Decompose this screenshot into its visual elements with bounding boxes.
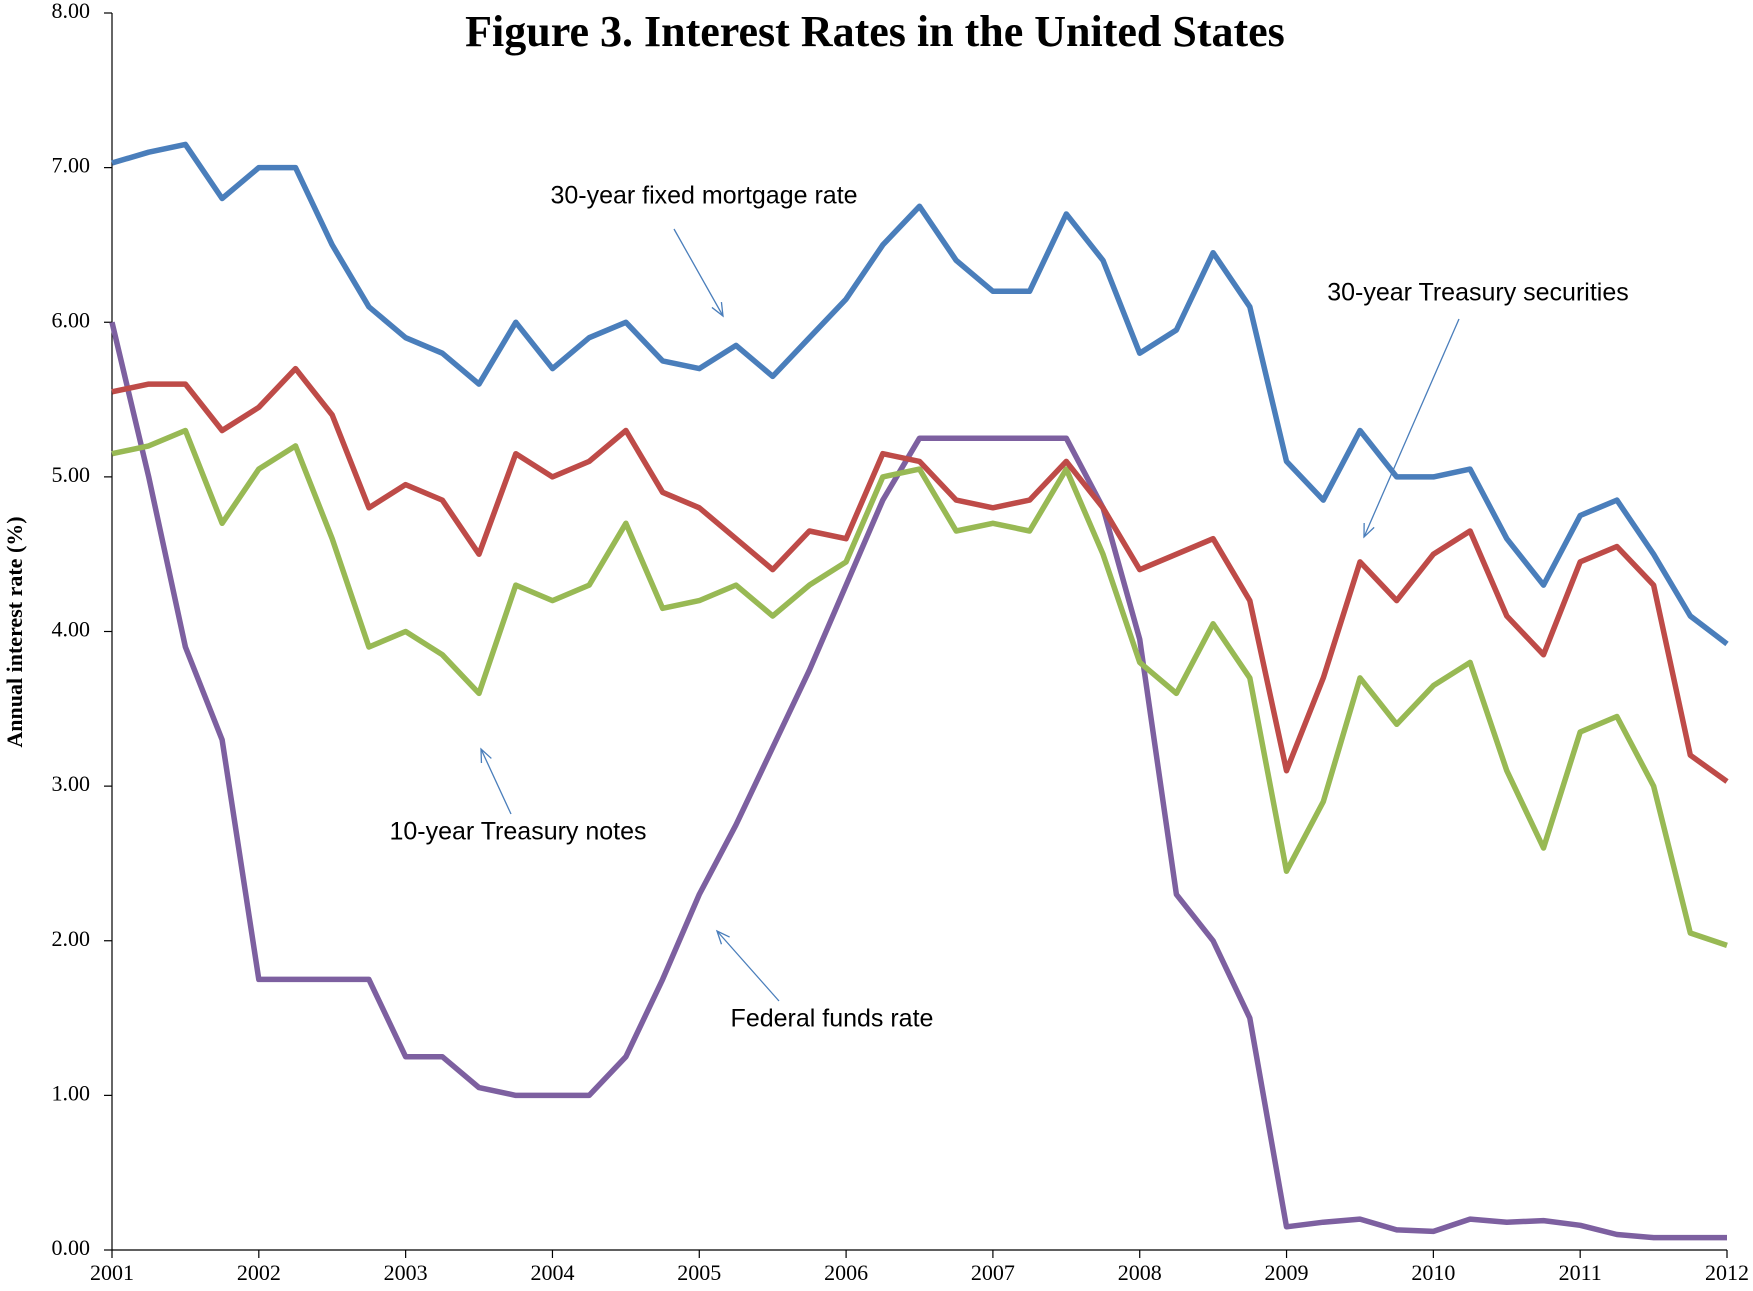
series-annotation: 30-year Treasury securities — [1327, 279, 1629, 307]
annotation-arrow — [1363, 318, 1460, 538]
y-tick-label: 5.00 — [52, 462, 91, 487]
x-tick-label: 2006 — [824, 1260, 868, 1285]
x-tick-label: 2002 — [237, 1260, 281, 1285]
x-tick-label: 2008 — [1118, 1260, 1162, 1285]
y-tick-label: 6.00 — [52, 307, 91, 332]
series-line — [111, 427, 1728, 949]
y-tick-label: 7.00 — [52, 153, 91, 178]
series-line — [109, 321, 1727, 1241]
x-tick-label: 2009 — [1265, 1260, 1309, 1285]
x-tick-label: 2010 — [1411, 1260, 1455, 1285]
annotation-arrowhead — [711, 302, 724, 318]
y-tick-label: 3.00 — [52, 771, 91, 796]
x-tick-label: 2005 — [677, 1260, 721, 1285]
series-annotation: Federal funds rate — [731, 1005, 934, 1033]
annotation-arrow — [673, 228, 724, 317]
series-line — [111, 365, 1729, 784]
annotation-arrowhead — [1363, 522, 1375, 539]
series-annotation: 30-year fixed mortgage rate — [550, 182, 857, 210]
x-tick-label: 2004 — [530, 1260, 574, 1285]
annotation-arrow — [716, 930, 780, 1002]
annotation-arrow — [480, 748, 512, 815]
y-tick-label: 1.00 — [52, 1080, 91, 1105]
annotation-arrowhead — [480, 747, 492, 764]
y-tick-label: 4.00 — [52, 617, 91, 642]
series-annotation: 10-year Treasury notes — [389, 818, 646, 846]
x-tick-label: 2001 — [90, 1260, 134, 1285]
annotation-arrowhead — [715, 929, 730, 945]
chart-title: Figure 3. Interest Rates in the United S… — [465, 7, 1285, 56]
x-tick-label: 2011 — [1559, 1260, 1602, 1285]
series-line — [111, 141, 1729, 647]
y-tick-label: 8.00 — [52, 0, 91, 23]
x-tick-label: 2003 — [384, 1260, 428, 1285]
y-tick-label: 2.00 — [52, 926, 91, 951]
y-tick-label: 0.00 — [52, 1235, 91, 1260]
x-tick-label: 2007 — [971, 1260, 1015, 1285]
x-tick-label: 2012 — [1705, 1260, 1749, 1285]
y-axis-label: Annual interest rate (%) — [2, 516, 27, 747]
